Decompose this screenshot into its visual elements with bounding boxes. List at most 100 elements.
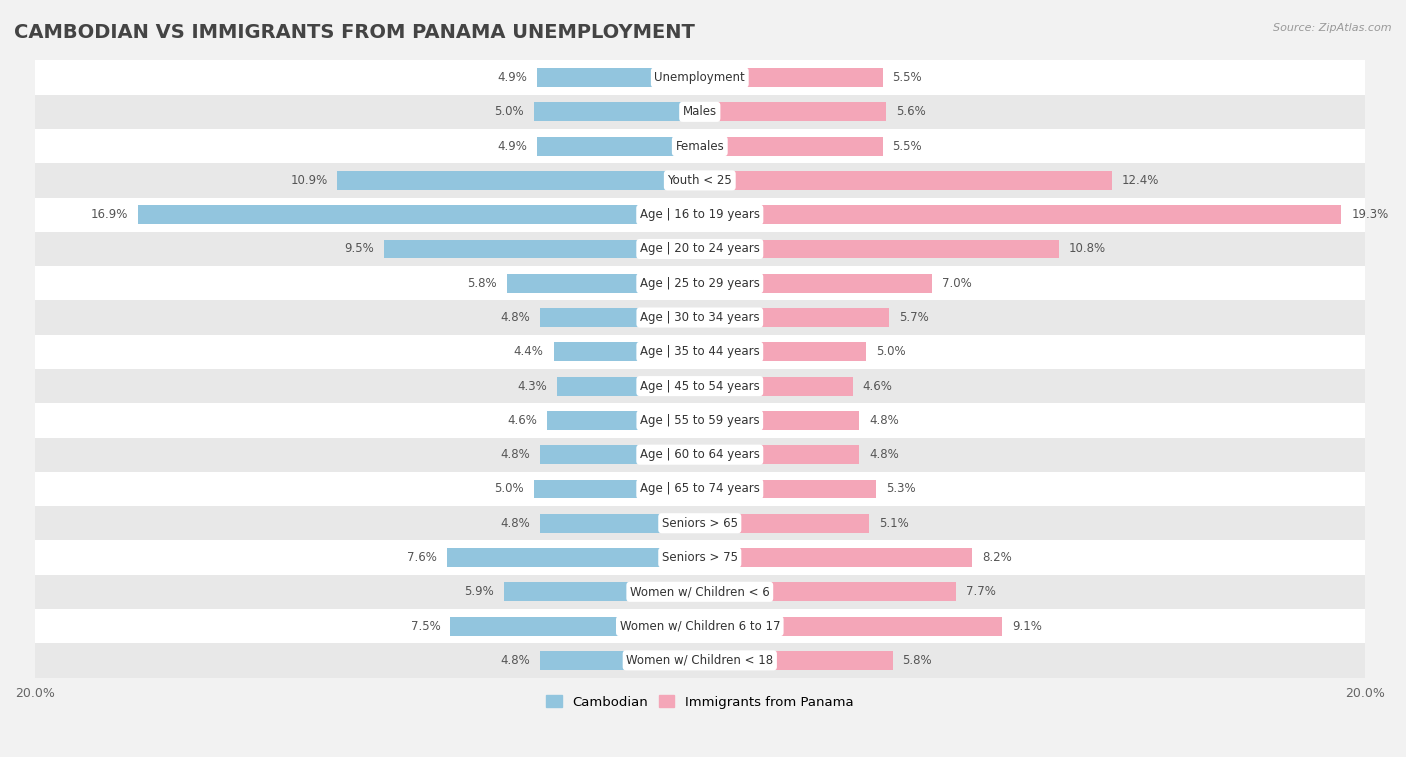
Text: 4.8%: 4.8% (501, 517, 530, 530)
Bar (508, 274, 700, 293)
Bar (35, 643, 1365, 678)
Text: 5.8%: 5.8% (903, 654, 932, 667)
Text: 10.8%: 10.8% (1069, 242, 1107, 255)
Text: 5.1%: 5.1% (879, 517, 910, 530)
Bar (35, 609, 1365, 643)
Text: Age | 55 to 59 years: Age | 55 to 59 years (640, 414, 759, 427)
Bar (700, 239, 1059, 258)
Bar (35, 95, 1365, 129)
Text: Unemployment: Unemployment (654, 71, 745, 84)
Text: 4.9%: 4.9% (498, 71, 527, 84)
Bar (540, 308, 700, 327)
Text: 7.7%: 7.7% (966, 585, 995, 598)
Bar (700, 205, 1341, 224)
Bar (35, 198, 1365, 232)
Bar (700, 274, 932, 293)
Text: Age | 16 to 19 years: Age | 16 to 19 years (640, 208, 759, 221)
Bar (540, 514, 700, 533)
Bar (35, 164, 1365, 198)
Bar (534, 102, 700, 121)
Text: Age | 65 to 74 years: Age | 65 to 74 years (640, 482, 759, 496)
Text: 5.0%: 5.0% (494, 105, 523, 118)
Text: 4.3%: 4.3% (517, 379, 547, 393)
Bar (700, 479, 876, 498)
Bar (35, 403, 1365, 438)
Text: 16.9%: 16.9% (90, 208, 128, 221)
Legend: Cambodian, Immigrants from Panama: Cambodian, Immigrants from Panama (541, 690, 859, 714)
Bar (35, 335, 1365, 369)
Text: 5.5%: 5.5% (893, 71, 922, 84)
Bar (554, 342, 700, 361)
Bar (138, 205, 700, 224)
Bar (700, 445, 859, 464)
Text: Women w/ Children < 6: Women w/ Children < 6 (630, 585, 769, 598)
Text: 12.4%: 12.4% (1122, 174, 1160, 187)
Text: Seniors > 65: Seniors > 65 (662, 517, 738, 530)
Text: 4.8%: 4.8% (501, 311, 530, 324)
Text: Age | 20 to 24 years: Age | 20 to 24 years (640, 242, 759, 255)
Text: 7.0%: 7.0% (942, 277, 972, 290)
Bar (700, 617, 1002, 636)
Text: 4.8%: 4.8% (869, 448, 898, 461)
Text: Males: Males (683, 105, 717, 118)
Bar (35, 575, 1365, 609)
Bar (700, 411, 859, 430)
Bar (35, 506, 1365, 540)
Bar (384, 239, 700, 258)
Text: 5.6%: 5.6% (896, 105, 925, 118)
Text: Age | 30 to 34 years: Age | 30 to 34 years (640, 311, 759, 324)
Bar (35, 61, 1365, 95)
Bar (700, 137, 883, 155)
Bar (700, 342, 866, 361)
Text: 7.5%: 7.5% (411, 619, 440, 633)
Text: 10.9%: 10.9% (290, 174, 328, 187)
Bar (35, 369, 1365, 403)
Bar (35, 472, 1365, 506)
Text: 4.8%: 4.8% (869, 414, 898, 427)
Text: 5.5%: 5.5% (893, 139, 922, 153)
Bar (540, 445, 700, 464)
Bar (534, 479, 700, 498)
Bar (547, 411, 700, 430)
Bar (700, 171, 1112, 190)
Bar (700, 102, 886, 121)
Bar (700, 548, 973, 567)
Text: Source: ZipAtlas.com: Source: ZipAtlas.com (1274, 23, 1392, 33)
Text: Women w/ Children < 18: Women w/ Children < 18 (626, 654, 773, 667)
Text: Age | 25 to 29 years: Age | 25 to 29 years (640, 277, 759, 290)
Text: 5.3%: 5.3% (886, 482, 915, 496)
Bar (537, 137, 700, 155)
Text: 5.0%: 5.0% (876, 345, 905, 358)
Bar (700, 651, 893, 670)
Text: Women w/ Children 6 to 17: Women w/ Children 6 to 17 (620, 619, 780, 633)
Bar (503, 582, 700, 601)
Text: 4.6%: 4.6% (863, 379, 893, 393)
Bar (700, 68, 883, 87)
Text: Age | 35 to 44 years: Age | 35 to 44 years (640, 345, 759, 358)
Bar (540, 651, 700, 670)
Text: 7.6%: 7.6% (408, 551, 437, 564)
Bar (537, 68, 700, 87)
Text: Age | 45 to 54 years: Age | 45 to 54 years (640, 379, 759, 393)
Bar (700, 514, 869, 533)
Bar (35, 266, 1365, 301)
Bar (700, 377, 852, 396)
Bar (35, 301, 1365, 335)
Text: Seniors > 75: Seniors > 75 (662, 551, 738, 564)
Text: 4.8%: 4.8% (501, 448, 530, 461)
Text: 4.4%: 4.4% (513, 345, 544, 358)
Text: 5.7%: 5.7% (900, 311, 929, 324)
Bar (35, 540, 1365, 575)
Text: Females: Females (675, 139, 724, 153)
Bar (450, 617, 700, 636)
Bar (447, 548, 700, 567)
Bar (700, 308, 889, 327)
Bar (557, 377, 700, 396)
Text: 4.9%: 4.9% (498, 139, 527, 153)
Text: 9.5%: 9.5% (344, 242, 374, 255)
Text: 5.9%: 5.9% (464, 585, 494, 598)
Bar (35, 232, 1365, 266)
Text: 9.1%: 9.1% (1012, 619, 1042, 633)
Bar (35, 438, 1365, 472)
Text: 5.8%: 5.8% (467, 277, 496, 290)
